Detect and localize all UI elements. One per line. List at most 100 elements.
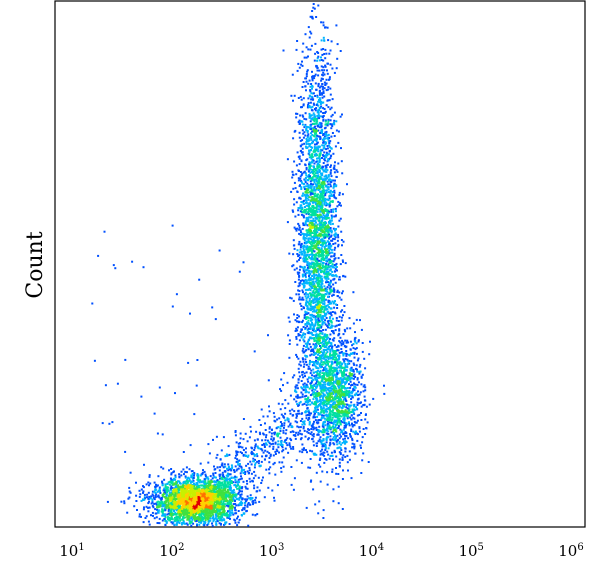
data-point [202,487,205,490]
data-point [170,496,173,499]
data-point [197,505,200,508]
data-point [313,173,316,176]
data-point [204,522,207,525]
data-point [196,473,199,475]
data-point [323,350,326,353]
data-point [180,488,183,491]
data-point [217,513,220,515]
data-point [319,214,322,217]
data-point [223,477,226,480]
data-point [322,188,325,191]
data-point [304,274,307,277]
data-point [306,261,309,264]
data-point [206,484,209,487]
data-point [326,371,329,374]
data-point [166,490,169,492]
data-point [144,517,147,519]
data-point [321,96,324,99]
data-point [323,285,326,288]
data-point [321,243,323,246]
data-point [327,336,330,339]
data-point [175,489,178,492]
data-point [325,151,328,154]
data-point [171,496,174,499]
data-point [222,505,225,508]
data-point [202,507,205,510]
data-point [321,189,324,192]
data-point [203,478,206,481]
data-point [328,144,331,147]
data-point [219,512,222,515]
data-point [323,321,326,324]
data-point [191,518,194,521]
data-point [312,119,315,121]
data-point [297,177,300,180]
data-point [297,209,300,212]
data-point [165,500,168,502]
data-point [328,137,331,139]
data-point [254,501,257,504]
data-point [344,275,347,278]
data-point [332,302,335,305]
data-point [126,511,129,514]
data-point [317,145,320,148]
data-point [322,299,325,302]
data-point [208,505,211,508]
data-point [317,253,320,256]
data-point [169,487,172,490]
data-point [188,500,191,503]
data-point [308,205,311,208]
data-point [333,238,336,241]
data-point [328,244,331,247]
data-point [306,245,309,248]
data-point [238,497,241,499]
data-point [305,174,308,177]
data-point [329,272,332,275]
data-point [329,204,332,207]
data-point [312,240,315,242]
data-point [311,118,314,121]
data-point [152,494,155,497]
data-point [205,488,208,491]
data-point [241,509,244,512]
data-point [196,490,199,492]
data-point [175,480,178,483]
data-point [312,112,315,115]
data-point [323,81,326,84]
data-point [325,166,328,169]
data-point [319,136,322,139]
data-point [159,492,162,494]
data-point [332,266,335,269]
data-point [308,275,310,278]
data-point [297,179,300,182]
data-point [329,248,332,251]
data-point [303,117,306,120]
data-point [318,198,321,201]
data-point [322,212,325,214]
data-point [325,233,328,236]
data-point [176,495,179,498]
data-point [322,381,325,384]
data-point [330,147,333,150]
data-point [330,255,333,258]
data-point [218,496,221,499]
data-point [322,404,325,407]
data-point [160,510,163,513]
data-point [142,491,144,494]
data-point [171,498,174,501]
data-point [298,131,301,134]
data-point [306,410,309,413]
data-point [223,491,226,494]
data-point [148,475,151,478]
data-point [328,317,331,319]
data-point [312,325,315,328]
data-point [192,494,195,497]
data-point [142,508,145,511]
data-point [192,501,195,504]
data-point [303,270,306,273]
data-point [229,489,232,492]
data-point [224,514,227,517]
data-point [192,522,195,525]
data-point [293,203,296,206]
data-point [317,181,320,184]
